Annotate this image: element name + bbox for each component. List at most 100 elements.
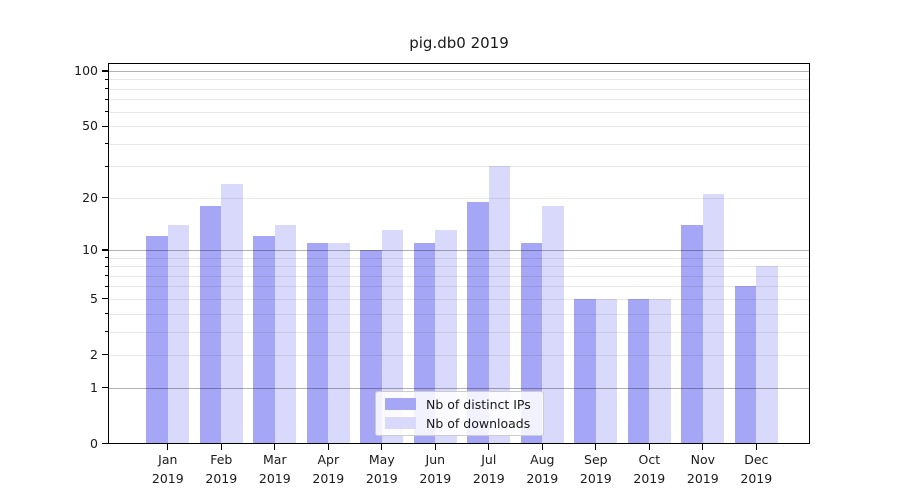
x-tick-mark-apr xyxy=(327,443,329,450)
gridline-major-100 xyxy=(109,71,809,72)
y-tick-label-0: 0 xyxy=(90,435,98,451)
bar-distinct-ips-dec xyxy=(734,286,757,444)
legend: Nb of distinct IPs Nb of downloads xyxy=(375,391,544,436)
bar-downloads-dec xyxy=(756,266,778,444)
x-tick-year: 2019 xyxy=(312,470,345,486)
x-tick-label-jul: Jul 2019 xyxy=(458,451,520,488)
x-tick-year: 2019 xyxy=(472,470,505,486)
x-tick-month: Aug xyxy=(530,452,555,467)
y-tick-mark-100 xyxy=(102,70,108,72)
gridline-minor-20 xyxy=(109,197,809,199)
gridline-minor-50 xyxy=(109,126,809,128)
y-tick-label-5: 5 xyxy=(90,290,98,306)
chart-title: pig.db0 2019 xyxy=(409,34,509,52)
x-tick-year: 2019 xyxy=(258,470,291,486)
bar-distinct-ips-apr xyxy=(306,242,329,444)
x-tick-year: 2019 xyxy=(579,470,612,486)
bar-downloads-jun xyxy=(435,230,457,444)
x-tick-label-feb: Feb 2019 xyxy=(190,451,252,488)
y-minor-tick-mark-8 xyxy=(104,265,108,267)
gridline-minor-2 xyxy=(109,354,809,356)
y-minor-tick-mark-30 xyxy=(104,165,108,167)
y-tick-mark-1 xyxy=(102,386,108,389)
legend-swatch-downloads xyxy=(385,417,416,429)
gridline-minor-9 xyxy=(109,257,809,259)
legend-item-distinct-ips: Nb of distinct IPs xyxy=(376,396,543,413)
y-tick-label-20: 20 xyxy=(82,189,98,205)
y-tick-label-100: 100 xyxy=(74,63,98,78)
x-tick-mark-jun xyxy=(434,443,436,450)
x-tick-mark-may xyxy=(381,443,383,450)
y-minor-tick-mark-90 xyxy=(104,78,108,80)
bar-downloads-aug xyxy=(542,205,564,444)
x-tick-label-jan: Jan 2019 xyxy=(137,451,199,488)
y-minor-tick-mark-9 xyxy=(104,257,108,259)
y-minor-tick-mark-40 xyxy=(104,143,108,145)
y-minor-tick-mark-80 xyxy=(104,88,108,90)
x-tick-month: Oct xyxy=(638,452,661,467)
x-tick-year: 2019 xyxy=(633,470,666,486)
legend-label-downloads: Nb of downloads xyxy=(426,415,531,431)
gridline-major-1 xyxy=(109,387,809,389)
y-tick-label-1: 1 xyxy=(90,379,98,395)
bar-downloads-jul xyxy=(488,166,511,444)
x-tick-year: 2019 xyxy=(365,470,398,486)
y-tick-mark-2 xyxy=(102,354,108,356)
gridline-minor-70 xyxy=(109,99,809,101)
bar-distinct-ips-nov xyxy=(681,224,703,444)
bar-downloads-feb xyxy=(221,183,243,444)
gridline-minor-5 xyxy=(109,298,809,300)
x-tick-year: 2019 xyxy=(740,470,773,486)
x-tick-label-may: May 2019 xyxy=(351,451,413,488)
gridline-minor-3 xyxy=(109,331,809,333)
x-tick-label-aug: Aug 2019 xyxy=(511,451,573,488)
x-tick-month: May xyxy=(368,452,395,467)
x-tick-mark-dec xyxy=(755,443,757,450)
legend-label-distinct-ips: Nb of distinct IPs xyxy=(426,396,531,412)
x-tick-mark-oct xyxy=(648,443,650,450)
x-tick-month: Mar xyxy=(263,452,287,467)
y-minor-tick-mark-3 xyxy=(104,331,108,333)
bar-distinct-ips-jan xyxy=(146,236,168,444)
y-tick-mark-20 xyxy=(102,197,108,199)
gridline-minor-4 xyxy=(109,313,809,315)
bar-downloads-may xyxy=(381,230,404,444)
x-tick-month: Dec xyxy=(744,452,769,467)
x-tick-label-apr: Apr 2019 xyxy=(297,451,359,488)
x-tick-year: 2019 xyxy=(686,470,719,486)
legend-item-downloads: Nb of downloads xyxy=(376,415,543,432)
y-minor-tick-mark-6 xyxy=(104,285,108,287)
bar-distinct-ips-oct xyxy=(627,298,650,444)
x-tick-mark-feb xyxy=(220,443,222,450)
x-tick-mark-nov xyxy=(702,443,704,450)
gridline-minor-30 xyxy=(109,166,809,168)
bar-downloads-apr xyxy=(328,242,350,444)
x-tick-mark-jan xyxy=(167,443,169,450)
y-tick-mark-10 xyxy=(102,249,108,251)
bar-downloads-sep xyxy=(595,298,618,444)
gridline-minor-7 xyxy=(109,275,809,277)
x-tick-label-nov: Nov 2019 xyxy=(672,451,734,488)
x-tick-label-oct: Oct 2019 xyxy=(618,451,680,488)
x-tick-label-mar: Mar 2019 xyxy=(244,451,306,488)
y-minor-tick-mark-4 xyxy=(104,313,108,315)
y-tick-mark-0 xyxy=(102,442,108,445)
x-tick-month: Sep xyxy=(584,452,608,467)
bar-downloads-mar xyxy=(274,224,297,444)
legend-swatch-distinct-ips xyxy=(385,398,416,410)
y-tick-mark-5 xyxy=(102,298,108,300)
gridline-minor-6 xyxy=(109,286,809,288)
y-minor-tick-mark-60 xyxy=(104,111,108,113)
y-tick-mark-50 xyxy=(102,125,108,127)
x-tick-year: 2019 xyxy=(205,470,238,486)
bar-downloads-jan xyxy=(167,224,190,444)
x-tick-year: 2019 xyxy=(151,470,184,486)
x-tick-mark-jul xyxy=(488,443,490,450)
x-tick-label-dec: Dec 2019 xyxy=(725,451,787,488)
bar-distinct-ips-jul xyxy=(467,201,489,444)
x-tick-mark-mar xyxy=(274,443,276,450)
y-tick-label-50: 50 xyxy=(82,118,98,134)
y-minor-tick-mark-7 xyxy=(104,275,108,277)
x-tick-month: Apr xyxy=(317,452,340,467)
